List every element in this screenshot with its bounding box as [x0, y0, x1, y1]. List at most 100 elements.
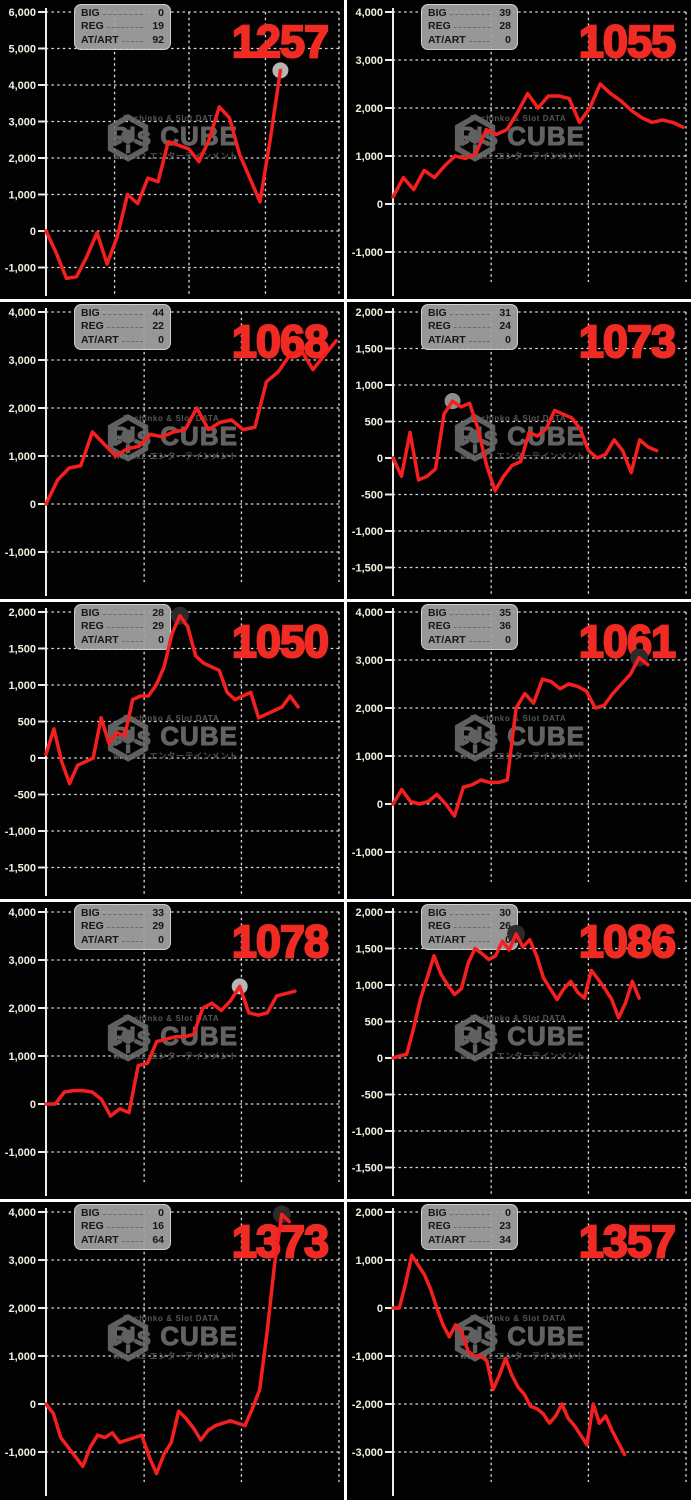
legend-value: 33 [152, 907, 164, 920]
legend-label: BIG [81, 907, 100, 920]
legend-label: REG [428, 320, 451, 333]
line-layer [44, 1205, 291, 1476]
legend-leader [121, 1240, 143, 1242]
legend-leader [468, 340, 490, 342]
y-axis-label: 4,000 [8, 307, 36, 319]
y-axis-label: 4,000 [8, 907, 36, 919]
legend-label: BIG [428, 307, 447, 320]
legend-label: REG [81, 1220, 104, 1233]
bonus-count-legend: BIG 28 REG 29 AT/ART 0 [74, 604, 171, 650]
y-axis-label: 1,000 [8, 451, 36, 463]
y-axis-label: -3,000 [352, 1447, 383, 1459]
legend-value: 29 [152, 620, 164, 633]
y-axis-label: 4,000 [355, 7, 383, 19]
y-axis-label: 0 [30, 1399, 36, 1411]
y-axis-label: 5,000 [8, 44, 36, 56]
legend-row: AT/ART 0 [81, 934, 164, 947]
legend-leader [121, 940, 143, 942]
y-axis-label: 1,000 [8, 1351, 36, 1363]
legend-row: BIG 0 [428, 1207, 511, 1220]
legend-value: 0 [158, 333, 164, 346]
legend-value: 31 [499, 307, 511, 320]
legend-value: 30 [499, 907, 511, 920]
y-axis-label: 500 [18, 717, 36, 729]
y-axis-label: 1,000 [355, 380, 383, 392]
legend-leader [453, 1227, 490, 1229]
legend-label: BIG [81, 7, 100, 20]
legend-leader [468, 640, 490, 642]
grid-svg: 4,000 3,000 2,000 1,000 0 -1,000 [352, 607, 687, 896]
grid-svg: 4,000 3,000 2,000 1,000 0 -1,000 [352, 7, 687, 296]
payout-line [44, 339, 338, 506]
y-axis-label: 1,000 [8, 190, 36, 202]
y-axis-label: 0 [30, 1099, 36, 1111]
legend-leader [449, 1214, 490, 1216]
y-axis-label: -1,000 [5, 263, 36, 275]
machine-number: 1068 [231, 316, 330, 367]
legend-row: BIG 39 [428, 7, 511, 20]
slot-chart-cell-1068: 4,000 3,000 2,000 1,000 0 -1,000 Pachinko & S… [0, 300, 344, 600]
legend-leader [106, 27, 143, 29]
legend-label: BIG [428, 1207, 447, 1220]
y-axis-label: 2,000 [355, 703, 383, 715]
grid-svg: 4,000 3,000 2,000 1,000 0 -1,000 [5, 307, 340, 596]
y-axis-label: 4,000 [8, 1207, 36, 1219]
legend-value: 0 [158, 933, 164, 946]
line-layer [44, 978, 297, 1118]
row-divider [0, 1199, 691, 1202]
line-layer [44, 62, 289, 281]
legend-value: 0 [158, 1207, 164, 1220]
slot-chart-cell-1050: 2,000 1,500 1,000 500 0 -500 -1,000 -1,500 Pach… [0, 600, 344, 900]
y-axis-label: 1,000 [355, 1255, 383, 1267]
legend-row: AT/ART 0 [428, 34, 511, 47]
legend-row: BIG 28 [81, 607, 164, 620]
grid-svg: 2,000 1,500 1,000 500 0 -500 -1,000 -1,500 [352, 907, 687, 1196]
legend-row: AT/ART 92 [81, 34, 164, 47]
y-axis-label: 1,000 [355, 980, 383, 992]
y-axis-label: 2,000 [8, 153, 36, 165]
y-axis-label: -1,000 [5, 1447, 36, 1459]
legend-label: BIG [428, 607, 447, 620]
y-axis-label: -1,000 [5, 826, 36, 838]
machine-number: 1086 [578, 916, 677, 967]
line-layer [391, 393, 659, 493]
y-axis-label: 3,000 [355, 655, 383, 667]
y-axis-label: 1,500 [355, 344, 383, 356]
slot-chart-cell-1357: 2,000 1,000 0 -1,000 -2,000 -3,000 Pachinko &… [347, 1200, 691, 1500]
legend-value: 24 [499, 320, 511, 333]
line-layer [44, 606, 300, 786]
legend-leader [102, 14, 143, 16]
slot-chart-cell-1078: 4,000 3,000 2,000 1,000 0 -1,000 Pachinko & S… [0, 900, 344, 1200]
y-axis-label: 2,000 [8, 607, 36, 619]
legend-row: AT/ART 0 [428, 634, 511, 647]
y-axis-label: -1,000 [5, 1147, 36, 1159]
legend-value: 0 [505, 33, 511, 46]
grid-svg: 2,000 1,500 1,000 500 0 -500 -1,000 -1,500 [5, 607, 340, 896]
grid-svg: 6,000 5,000 4,000 3,000 2,000 1,000 0 -1,000 [5, 7, 340, 296]
legend-row: AT/ART 0 [428, 934, 511, 947]
legend-value: 0 [158, 7, 164, 20]
legend-label: BIG [81, 1207, 100, 1220]
y-axis-label: 2,000 [8, 1003, 36, 1015]
y-axis-label: 0 [377, 453, 383, 465]
legend-row: AT/ART 0 [428, 334, 511, 347]
legend-label: REG [81, 20, 104, 33]
legend-value: 0 [505, 633, 511, 646]
y-axis-label: -500 [361, 1090, 383, 1102]
legend-row: REG 28 [428, 20, 511, 33]
legend-value: 23 [499, 1220, 511, 1233]
legend-label: REG [428, 20, 451, 33]
legend-leader [453, 327, 490, 329]
legend-value: 36 [499, 620, 511, 633]
y-axis-label: 3,000 [8, 355, 36, 367]
legend-value: 35 [499, 607, 511, 620]
slot-chart-cell-1086: 2,000 1,500 1,000 500 0 -500 -1,000 -1,500 Pach… [347, 900, 691, 1200]
legend-label: BIG [81, 607, 100, 620]
y-axis-label: 0 [30, 499, 36, 511]
bonus-count-legend: BIG 31 REG 24 AT/ART 0 [421, 304, 518, 350]
legend-leader [121, 40, 143, 42]
legend-label: AT/ART [428, 333, 466, 346]
y-axis-label: -1,000 [352, 247, 383, 259]
payout-line [391, 655, 650, 818]
y-axis-label: 2,000 [8, 403, 36, 415]
